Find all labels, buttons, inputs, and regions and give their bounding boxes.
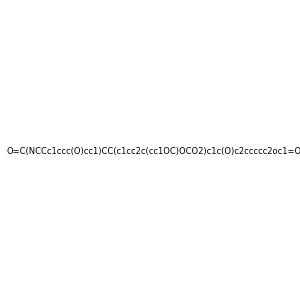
Text: O=C(NCCc1ccc(O)cc1)CC(c1cc2c(cc1OC)OCO2)c1c(O)c2ccccc2oc1=O: O=C(NCCc1ccc(O)cc1)CC(c1cc2c(cc1OC)OCO2)… — [6, 147, 300, 156]
